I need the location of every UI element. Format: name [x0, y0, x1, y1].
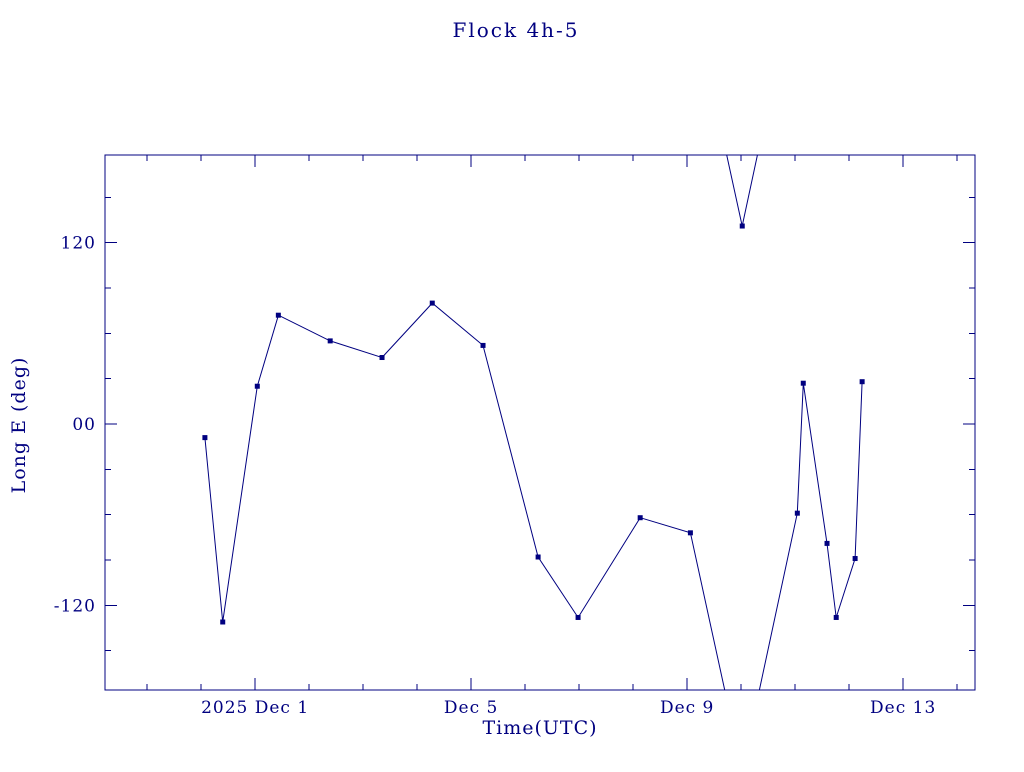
data-point-marker: [202, 435, 208, 441]
data-point-marker: [739, 223, 745, 229]
y-tick-label: -120: [54, 596, 96, 616]
x-tick-label: Dec 13: [870, 698, 936, 718]
data-point-marker: [637, 515, 643, 521]
data-point-marker: [687, 530, 693, 536]
data-point-marker: [824, 540, 830, 546]
data-point-marker: [275, 312, 281, 318]
data-point-marker: [859, 379, 865, 385]
data-point-marker: [327, 338, 333, 344]
data-point-marker: [575, 614, 581, 620]
data-point-marker: [379, 355, 385, 361]
x-axis-label: Time(UTC): [482, 717, 597, 739]
plot-area: 2025 Dec 1 Dec 5 Dec 9 Dec 13 120 00 -120: [54, 154, 976, 718]
data-point-marker: [794, 510, 800, 516]
data-line: [758, 381, 863, 690]
y-axis-label: Long E (deg): [8, 357, 30, 494]
y-tick-label: 120: [61, 234, 96, 254]
plot-frame: [104, 154, 976, 691]
data-point-marker: [800, 380, 806, 386]
data-line: [726, 155, 758, 227]
chart-title: Flock 4h-5: [452, 18, 579, 42]
data-point-marker: [852, 556, 858, 562]
data-point-marker: [535, 554, 541, 560]
y-tick-label: 00: [72, 415, 96, 435]
x-tick-label: Dec 5: [444, 698, 498, 718]
x-tick-label: Dec 9: [660, 698, 714, 718]
x-tick-label: 2025 Dec 1: [201, 698, 309, 718]
data-point-marker: [254, 383, 260, 389]
data-point-marker: [429, 300, 435, 306]
data-point-marker: [220, 619, 226, 625]
data-point-marker: [833, 614, 839, 620]
data-point-marker: [480, 342, 486, 348]
